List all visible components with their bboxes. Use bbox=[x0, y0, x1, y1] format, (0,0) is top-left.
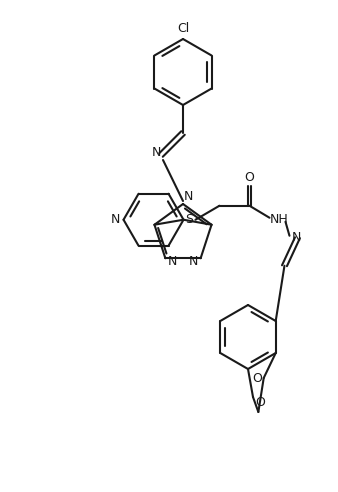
Text: N: N bbox=[189, 255, 198, 268]
Text: N: N bbox=[111, 213, 120, 226]
Text: NH: NH bbox=[270, 213, 289, 226]
Text: O: O bbox=[255, 396, 265, 408]
Text: O: O bbox=[252, 371, 262, 385]
Text: Cl: Cl bbox=[177, 23, 189, 35]
Text: N: N bbox=[168, 255, 177, 268]
Text: N: N bbox=[292, 231, 301, 244]
Text: N: N bbox=[183, 189, 193, 203]
Text: O: O bbox=[244, 171, 255, 184]
Text: S: S bbox=[186, 213, 193, 226]
Text: N: N bbox=[151, 146, 161, 158]
